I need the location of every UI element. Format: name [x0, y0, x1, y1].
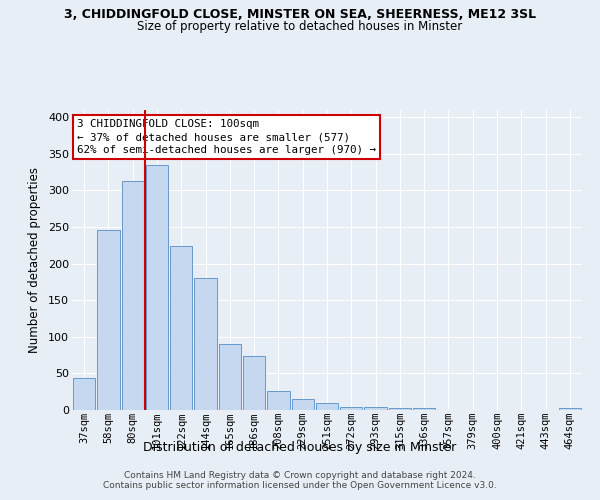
Bar	[243, 356, 265, 410]
Bar	[340, 407, 362, 410]
Bar	[413, 408, 436, 410]
Text: Distribution of detached houses by size in Minster: Distribution of detached houses by size …	[143, 441, 457, 454]
Bar	[170, 246, 193, 410]
Bar	[364, 407, 387, 410]
Text: 3 CHIDDINGFOLD CLOSE: 100sqm
← 37% of detached houses are smaller (577)
62% of s: 3 CHIDDINGFOLD CLOSE: 100sqm ← 37% of de…	[77, 119, 376, 156]
Bar	[559, 408, 581, 410]
Text: Contains HM Land Registry data © Crown copyright and database right 2024.: Contains HM Land Registry data © Crown c…	[124, 472, 476, 480]
Text: Contains public sector information licensed under the Open Government Licence v3: Contains public sector information licen…	[103, 482, 497, 490]
Text: 3, CHIDDINGFOLD CLOSE, MINSTER ON SEA, SHEERNESS, ME12 3SL: 3, CHIDDINGFOLD CLOSE, MINSTER ON SEA, S…	[64, 8, 536, 20]
Bar	[292, 399, 314, 410]
Bar	[267, 391, 290, 410]
Text: Size of property relative to detached houses in Minster: Size of property relative to detached ho…	[137, 20, 463, 33]
Bar	[122, 181, 144, 410]
Y-axis label: Number of detached properties: Number of detached properties	[28, 167, 41, 353]
Bar	[389, 408, 411, 410]
Bar	[73, 378, 95, 410]
Bar	[218, 344, 241, 410]
Bar	[97, 230, 119, 410]
Bar	[194, 278, 217, 410]
Bar	[316, 402, 338, 410]
Bar	[146, 165, 168, 410]
